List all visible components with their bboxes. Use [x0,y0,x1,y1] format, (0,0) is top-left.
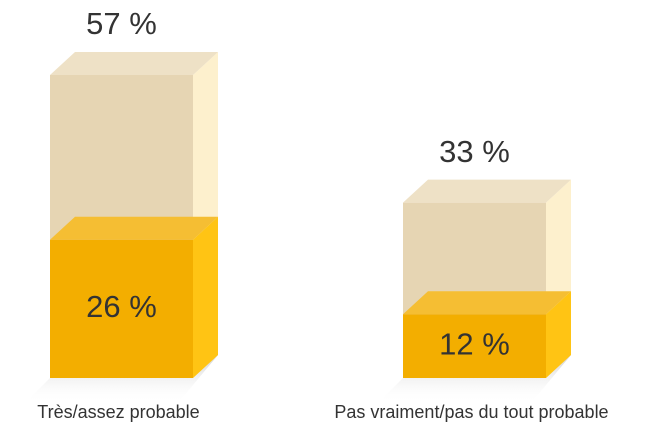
bar [50,216,218,378]
bar-top [403,179,571,203]
data-label: 57 % [86,6,157,41]
data-label: 26 % [86,289,157,324]
bar-top [50,52,218,75]
data-label: 33 % [439,134,510,169]
bar-side [193,216,218,378]
bar-top [50,216,218,240]
bar-front [403,314,546,378]
bar-top [403,291,571,315]
data-label: 12 % [439,326,510,361]
bar-front [50,239,193,378]
x-tick-label: Pas vraiment/pas du tout probable [334,402,608,422]
x-tick-label: Très/assez probable [37,402,199,422]
bar [403,291,571,378]
bar-side [546,291,571,378]
